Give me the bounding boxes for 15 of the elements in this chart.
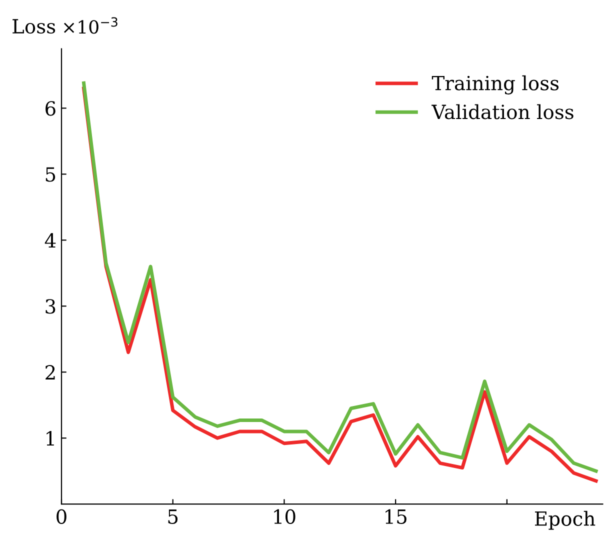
- y-tick-label: 3: [46, 299, 56, 314]
- y-tick-label: 5: [46, 167, 56, 182]
- legend-label: Validation loss: [432, 104, 574, 120]
- y-tick-label: 1: [46, 431, 54, 446]
- y-axis-title: Loss: [12, 19, 56, 34]
- x-tick-label: 5: [168, 510, 178, 524]
- x-tick-label: 15: [386, 509, 406, 524]
- y-tick-label: 4: [44, 233, 56, 248]
- x-tick-label: 10: [274, 509, 296, 524]
- text: ×10$^{−3}$: [64, 17, 118, 34]
- x-axis-title: Epoch: [535, 510, 596, 530]
- x-tick-label: 0: [56, 509, 66, 524]
- legend-label: Training loss: [432, 75, 559, 94]
- y-tick-label: 6: [46, 101, 56, 116]
- y-tick-label: 2: [46, 365, 55, 380]
